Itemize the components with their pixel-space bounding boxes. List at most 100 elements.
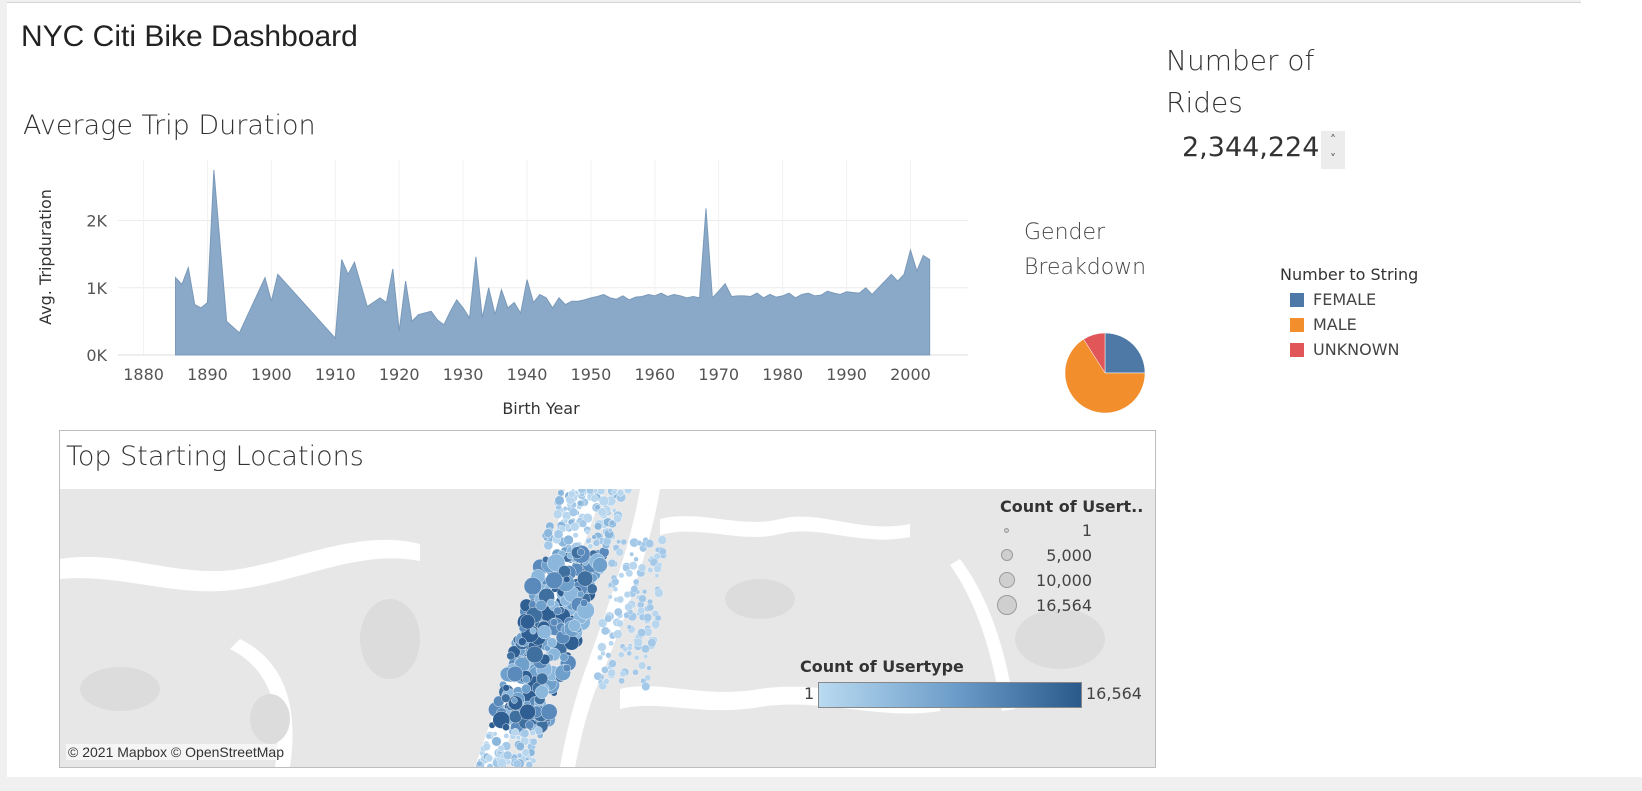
station-marker [616,489,625,497]
station-marker [553,509,563,519]
color-legend-min: 1 [804,684,815,703]
station-marker [647,567,654,573]
station-marker [553,606,562,616]
stepper-down-icon[interactable]: ˅ [1330,152,1336,166]
station-marker [647,638,657,648]
station-marker [628,561,638,571]
station-marker [577,499,584,507]
dashboard-title: NYC Citi Bike Dashboard [21,20,358,53]
station-marker [607,594,613,600]
station-marker [550,618,558,627]
station-marker [605,652,612,659]
x-tick-label: 1930 [443,365,484,384]
color-legend-max: 16,564 [1086,684,1142,703]
station-marker [568,619,581,632]
x-tick-label: 1910 [315,365,356,384]
station-marker [525,720,535,730]
legend-item-female[interactable]: FEMALE [1280,287,1418,312]
x-tick-label: 1920 [379,365,420,384]
map-terrain [80,579,1105,744]
stepper-up-icon[interactable]: ˄ [1330,133,1336,147]
station-marker [615,548,624,557]
station-marker [516,752,523,759]
station-marker [503,750,513,760]
station-marker [590,494,599,503]
pie-slice-female[interactable] [1104,332,1146,374]
station-marker [613,514,622,523]
station-marker [530,757,537,764]
station-marker [637,628,647,638]
station-marker [576,548,585,557]
station-marker [543,536,548,541]
station-marker [594,522,603,531]
station-marker [619,670,627,678]
station-marker [607,582,613,588]
station-marker [559,652,569,662]
station-marker [586,489,594,495]
map-view[interactable]: © 2021 Mapbox © OpenStreetMap Count of U… [60,489,1155,767]
rides-stepper[interactable]: ˄ ˅ [1321,131,1345,169]
gender-breakdown-title: Gender Breakdown [1024,220,1147,280]
map-canvas[interactable] [60,489,1155,767]
station-marker [521,748,530,757]
chart-area-series[interactable] [175,170,931,356]
station-marker [614,607,623,617]
station-marker [657,535,667,545]
station-marker [600,650,606,656]
station-marker [563,534,574,546]
size-legend-label: 10,000 [1036,571,1092,590]
station-marker [492,731,498,737]
station-marker [587,543,594,550]
station-markers[interactable] [475,489,667,767]
legend-item-male[interactable]: MALE [1280,312,1418,337]
x-tick-label: 1970 [698,365,739,384]
station-marker [521,683,531,694]
station-marker [580,598,589,607]
station-marker [618,651,625,658]
x-tick-label: 2000 [890,365,931,384]
size-legend-label: 16,564 [1036,596,1092,615]
station-marker [594,504,601,511]
color-legend-title: Count of Usertype [800,657,964,676]
station-marker [629,551,634,557]
station-marker [510,697,518,704]
station-marker [644,674,651,682]
legend-label-male: MALE [1313,315,1357,334]
station-marker [585,538,592,544]
size-legend: Count of Usert.. 1 5,000 10,000 16,564 [997,497,1150,618]
size-dot-icon [1001,549,1013,561]
rides-count-value: 2,344,224 [1182,132,1320,163]
station-marker [563,518,569,524]
station-marker [623,591,631,599]
station-marker [597,654,603,661]
station-marker [603,678,610,685]
station-marker [511,728,520,737]
station-marker [612,586,619,592]
station-marker [572,532,579,539]
station-marker [535,599,547,612]
station-marker [601,626,610,636]
pie-slice-unknown[interactable] [1083,332,1106,374]
legend-item-unknown[interactable]: UNKNOWN [1280,337,1418,362]
size-legend-label: 5,000 [1046,546,1092,565]
station-marker [502,684,510,692]
pie-slice-male[interactable] [1064,338,1146,414]
station-marker [522,675,531,684]
station-marker [653,552,661,560]
y-tick-label: 1K [86,279,107,298]
station-marker [529,729,536,737]
map-attribution[interactable]: © 2021 Mapbox © OpenStreetMap [66,744,286,760]
station-marker [545,571,563,590]
x-tick-label: 1880 [123,365,164,384]
size-dot-icon [997,595,1017,615]
station-marker [506,651,516,661]
station-marker [638,594,647,603]
station-marker [653,564,662,573]
legend-swatch-male [1290,317,1304,332]
station-marker [537,625,552,640]
station-marker [637,606,646,615]
gender-pie-chart[interactable] [1064,332,1146,414]
station-marker [568,507,579,517]
station-marker [645,539,654,548]
